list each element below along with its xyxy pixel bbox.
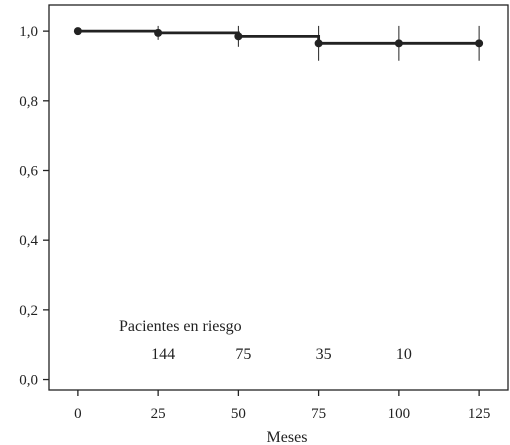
x-tick-label: 75 xyxy=(311,406,326,422)
y-tick-label: 0,0 xyxy=(19,373,38,389)
x-tick-label: 50 xyxy=(231,406,246,422)
series-layer xyxy=(73,25,484,61)
y-tick-label: 0,8 xyxy=(19,94,38,110)
data-point xyxy=(314,39,323,48)
x-tick-label: 25 xyxy=(151,406,166,422)
survival-step-line xyxy=(77,29,480,45)
y-tick-label: 1,0 xyxy=(19,24,38,40)
risk-table-title: Pacientes en riesgo xyxy=(119,318,242,335)
y-tick-label: 0,2 xyxy=(19,303,38,319)
risk-count: 75 xyxy=(235,346,251,363)
risk-count: 35 xyxy=(316,346,332,363)
plot-frame xyxy=(48,4,509,391)
x-tick-label: 100 xyxy=(388,406,411,422)
x-tick-label: 125 xyxy=(468,406,491,422)
y-axis: 0,0 0,2 0,4 0,6 0,8 1,0 xyxy=(19,24,49,389)
data-point xyxy=(73,27,82,36)
x-tick-label: 0 xyxy=(74,406,82,422)
data-point xyxy=(234,32,243,41)
y-tick-label: 0,4 xyxy=(19,233,38,249)
risk-table: Pacientes en riesgo 144 75 35 10 xyxy=(119,318,412,363)
risk-count: 144 xyxy=(151,346,175,363)
x-axis: 0 25 50 75 100 125 xyxy=(74,390,490,422)
x-axis-label: Meses xyxy=(267,429,308,445)
data-point xyxy=(154,28,163,37)
data-point xyxy=(394,39,403,48)
y-tick-label: 0,6 xyxy=(19,163,38,179)
risk-count: 10 xyxy=(396,346,412,363)
data-point xyxy=(475,39,484,48)
